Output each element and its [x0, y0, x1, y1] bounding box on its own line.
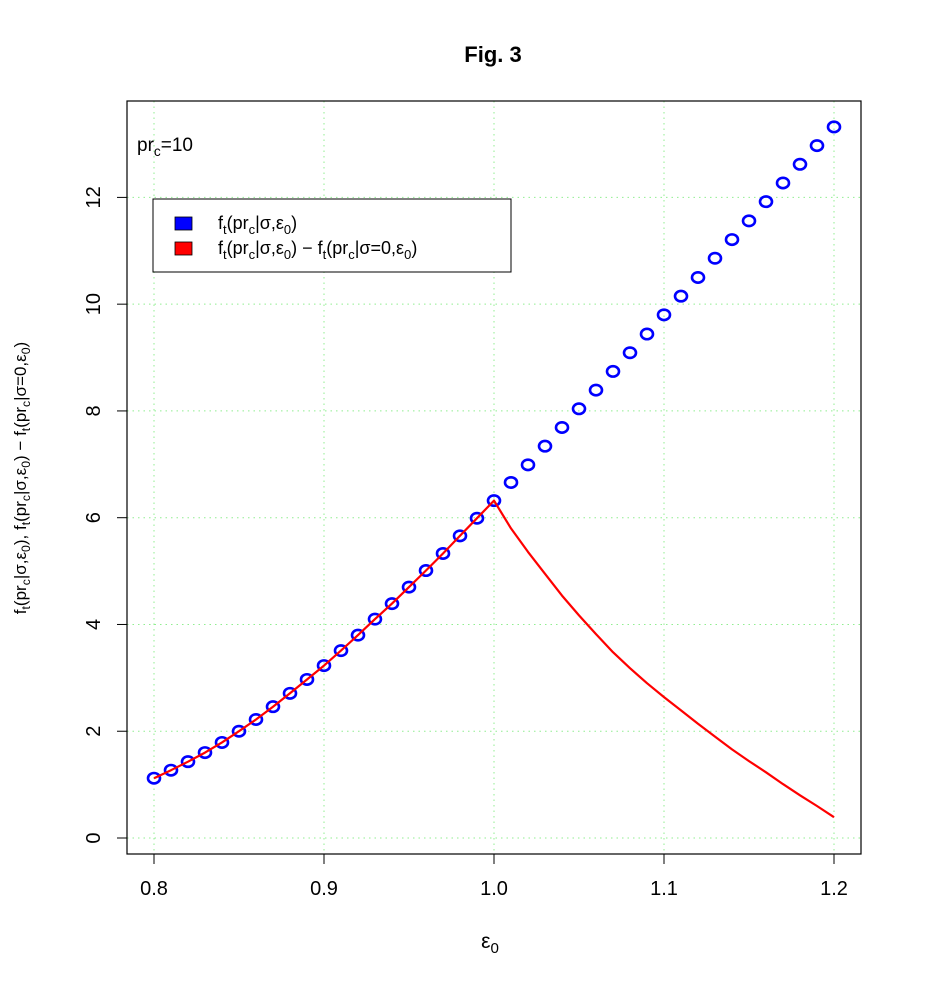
x-tick-label: 1.2	[820, 878, 848, 900]
y-tick-label: 2	[83, 726, 105, 737]
data-point	[197, 746, 213, 760]
x-tick-label: 0.8	[140, 878, 168, 900]
annotation-text: prc=10	[137, 135, 193, 159]
legend: ft(prc|σ,ε0)ft(prc|σ,ε0) − ft(prc|σ=0,ε0…	[152, 198, 512, 273]
data-point	[656, 308, 672, 322]
series-line	[153, 499, 835, 819]
data-point	[367, 612, 383, 626]
chart-title: Fig. 3	[464, 42, 521, 67]
data-point	[605, 364, 621, 378]
data-point	[214, 735, 230, 749]
x-tick-label: 1.1	[650, 878, 678, 900]
data-point	[537, 439, 553, 453]
grid-lines	[127, 101, 861, 854]
data-point	[741, 214, 757, 228]
data-point	[520, 458, 536, 472]
data-point	[146, 771, 162, 785]
data-point	[452, 529, 468, 543]
axis-labels: ε0 ft(prc|σ,ε0), ft(prc|σ,ε0) − ft(prc|σ=…	[11, 342, 499, 957]
x-tick-label: 1.0	[480, 878, 508, 900]
data-point	[639, 327, 655, 341]
data-point	[180, 755, 196, 769]
axes: 0.8 0.9 1.0 1.1 1.2 0 2 4 6 8 10 12	[83, 186, 848, 900]
data-point	[775, 176, 791, 190]
legend-swatch	[174, 216, 193, 231]
data-point	[690, 270, 706, 284]
annotation: prc=10	[137, 135, 193, 159]
data-point	[384, 597, 400, 611]
data-point	[724, 233, 740, 247]
x-tick-label: 0.9	[310, 878, 338, 900]
data-point	[248, 712, 264, 726]
data-point	[588, 383, 604, 397]
data-point	[622, 346, 638, 360]
data-point	[265, 700, 281, 714]
y-tick-label: 4	[83, 619, 105, 630]
data-point	[231, 724, 247, 738]
data-point	[401, 580, 417, 594]
data-point	[503, 475, 519, 489]
legend-label: ft(prc|σ,ε0) − ft(prc|σ=0,ε0)	[218, 238, 417, 262]
data-point	[826, 120, 842, 134]
y-tick-label: 6	[83, 512, 105, 523]
y-tick-label: 0	[83, 832, 105, 843]
legend-label: ft(prc|σ,ε0)	[218, 213, 297, 237]
data-point	[418, 564, 434, 578]
data-point	[163, 763, 179, 777]
legend-box	[152, 198, 512, 273]
y-tick-label: 10	[83, 293, 105, 315]
y-axis-label: ft(prc|σ,ε0), ft(prc|σ,ε0) − ft(prc|σ=0,…	[11, 342, 33, 614]
legend-swatch	[174, 241, 193, 256]
data-point	[299, 672, 315, 686]
data-point	[469, 511, 485, 525]
data-point	[673, 289, 689, 303]
data-point	[758, 195, 774, 209]
data-point	[350, 628, 366, 642]
data-point	[571, 402, 587, 416]
data-point	[316, 659, 332, 673]
data-point	[486, 494, 502, 508]
plot-series	[146, 120, 842, 819]
y-tick-label: 12	[83, 186, 105, 208]
data-point	[333, 644, 349, 658]
data-point	[554, 420, 570, 434]
data-point	[282, 686, 298, 700]
data-point	[792, 157, 808, 171]
data-point	[435, 546, 451, 560]
x-axis-label: ε0	[481, 930, 499, 957]
y-tick-label: 8	[83, 405, 105, 416]
data-point	[809, 139, 825, 153]
data-point	[707, 251, 723, 265]
